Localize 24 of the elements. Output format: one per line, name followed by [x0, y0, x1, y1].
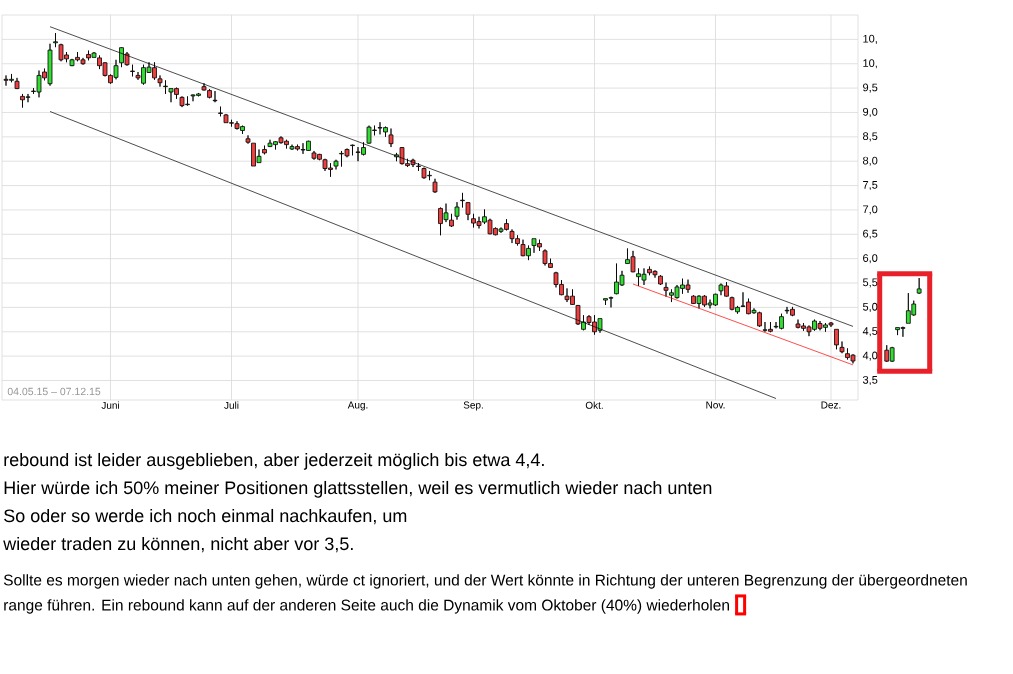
x-tick-label: Nov.	[706, 401, 725, 409]
x-tick-label: Juli	[224, 401, 239, 409]
annotation: 04.05.15 – 07.12.15	[7, 387, 101, 396]
y-tick-label: 6,5	[863, 229, 878, 239]
y-tick-label: 10,	[863, 59, 877, 69]
y-tick-label: 8,5	[863, 132, 878, 142]
y-tick-label: 3,5	[862, 375, 878, 386]
text: So oder so werde ich noch einmal nachkaufen, um	[4, 508, 407, 525]
y-tick-label: 9,0	[863, 107, 878, 118]
x-tick-label: Sep.	[463, 401, 483, 411]
text: Sollte es morgen wieder nach unten gehen, würde ct ignoriert, und der Wert könnte in Richtung der unteren Begrenzung der übergeordneten range führen. Ein rebound kann auf der anderen Seite auch die Dynamik vom Oktober (40%) wiederholen	[3, 574, 967, 614]
y-tick-label: 10,	[863, 34, 877, 44]
y-tick-label: 7,0	[863, 205, 878, 215]
x-tick-label: Okt.	[585, 401, 603, 409]
text: wieder traden zu können, nicht aber vor 3,5.	[3, 536, 353, 553]
y-tick-label: 9,5	[863, 83, 878, 93]
text: rebound ist leider ausgeblieben, aber jederzeit möglich bis etwa 4,4.	[4, 452, 544, 470]
y-tick-label: 8,0	[863, 156, 878, 166]
x-tick-label: Aug.	[347, 401, 368, 411]
text: Hier würde ich 50% meiner Positionen glattsstellen, weil es vermutlich wieder nach unten	[4, 480, 712, 498]
y-tick-label: 7,5	[863, 181, 878, 191]
x-tick-label: Juni	[101, 401, 120, 409]
y-tick-label: 6,0	[863, 254, 878, 264]
x-tick-label: Dez.	[821, 401, 841, 409]
